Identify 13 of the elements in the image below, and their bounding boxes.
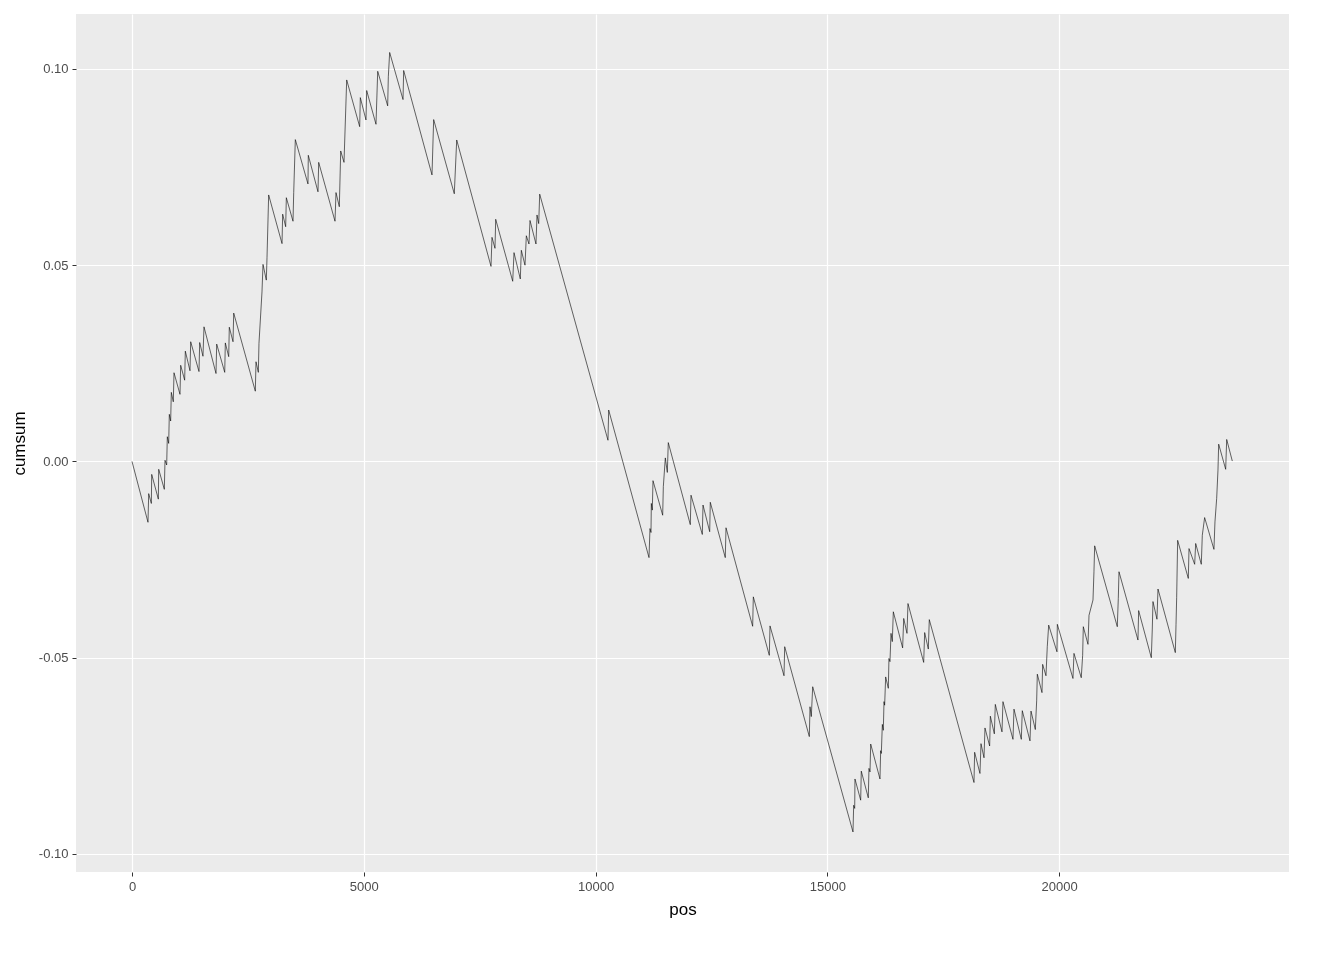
y-axis-title: cumsum	[9, 411, 29, 476]
x-tick-label: 0	[128, 878, 137, 894]
x-axis-title: pos	[669, 899, 697, 919]
y-tick-label: -0.05	[38, 650, 69, 666]
y-tick-label: 0.00	[43, 453, 69, 469]
line-series	[131, 52, 1233, 833]
y-tick-label: 0.05	[43, 257, 69, 273]
x-tick-label: 20000	[1041, 878, 1078, 894]
x-tick-label: 10000	[578, 878, 615, 894]
x-tick-label: 15000	[809, 878, 846, 894]
y-tick-label: -0.10	[38, 846, 69, 862]
y-tick-label: 0.10	[43, 61, 69, 77]
x-tick-label: 5000	[349, 878, 379, 894]
